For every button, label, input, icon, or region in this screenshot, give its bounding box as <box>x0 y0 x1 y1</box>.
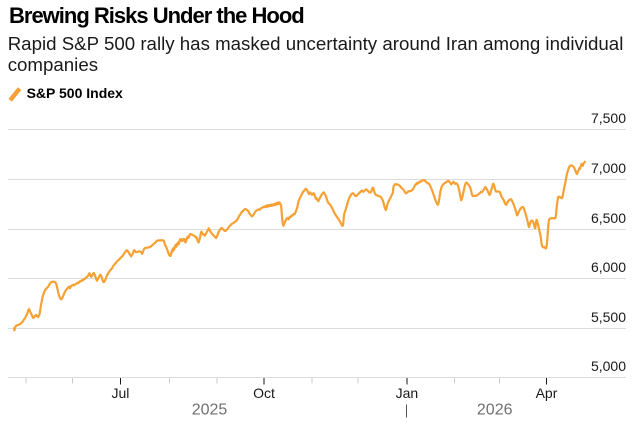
svg-text:5,000: 5,000 <box>591 358 626 374</box>
svg-text:6,500: 6,500 <box>591 210 626 226</box>
svg-text:Jul: Jul <box>111 385 129 401</box>
svg-text:2025: 2025 <box>192 402 228 419</box>
svg-text:7,000: 7,000 <box>591 160 626 176</box>
svg-text:Apr: Apr <box>536 385 558 401</box>
svg-text:5,500: 5,500 <box>591 309 626 325</box>
svg-text:Jan: Jan <box>396 385 419 401</box>
svg-text:S&P 500 Index: S&P 500 Index <box>27 85 123 101</box>
svg-text:7,500: 7,500 <box>591 110 626 126</box>
svg-text:Oct: Oct <box>253 385 275 401</box>
svg-text:6,000: 6,000 <box>591 259 626 275</box>
svg-text:2026: 2026 <box>477 402 513 419</box>
